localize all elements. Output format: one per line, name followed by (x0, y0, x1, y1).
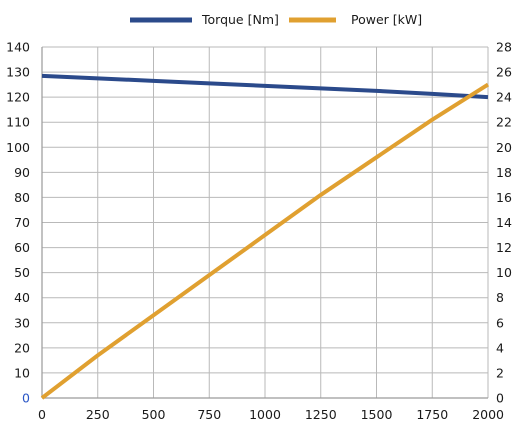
y-left-tick-label: 80 (14, 190, 30, 205)
y-right-tick-label: 12 (496, 240, 512, 255)
y-left-tick-label: 40 (14, 290, 30, 305)
x-tick-label: 1000 (249, 407, 281, 422)
y-left-tick-label: 10 (14, 365, 30, 380)
y-right-tick-label: 26 (496, 65, 512, 80)
y-right-tick-label: 10 (496, 265, 512, 280)
x-tick-label: 2000 (472, 407, 504, 422)
y-left-tick-label: 60 (14, 240, 30, 255)
y-left-tick-label: 100 (6, 140, 30, 155)
y-right-tick-label: 16 (496, 190, 512, 205)
x-tick-label: 750 (197, 407, 221, 422)
y-left-tick-label: 90 (14, 165, 30, 180)
x-tick-label: 1250 (305, 407, 337, 422)
y-right-tick-label: 2 (496, 365, 504, 380)
y-right-tick-label: 14 (496, 215, 512, 230)
y-right-tick-label: 28 (496, 40, 512, 55)
y-left-tick-label: 120 (6, 90, 30, 105)
y-left-tick-label: 130 (6, 65, 30, 80)
y-left-tick-label: 0 (22, 391, 30, 406)
y-left-tick-label: 20 (14, 340, 30, 355)
x-tick-label: 0 (38, 407, 46, 422)
y-left-tick-label: 50 (14, 265, 30, 280)
y-right-tick-label: 4 (496, 340, 504, 355)
y-left-tick-label: 140 (6, 40, 30, 55)
y-right-tick-label: 22 (496, 115, 512, 130)
y-right-tick-label: 24 (496, 90, 512, 105)
y-left-tick-labels: 0 10 20 30 40 50 60 70 80 90 100 110 120 130 140 (6, 40, 30, 406)
y-right-tick-label: 20 (496, 140, 512, 155)
legend: Torque [Nm] Power [kW] (130, 12, 422, 27)
y-right-tick-label: 6 (496, 315, 504, 330)
x-tick-label: 250 (86, 407, 110, 422)
y-right-tick-label: 18 (496, 165, 512, 180)
x-tick-label: 1500 (361, 407, 393, 422)
x-tick-label: 500 (142, 407, 166, 422)
legend-label-power: Power [kW] (351, 12, 422, 27)
y-right-tick-label: 0 (496, 391, 504, 406)
x-tick-label: 1750 (416, 407, 448, 422)
x-tick-labels: 0 250 500 750 1000 1250 1500 1750 2000 (38, 407, 504, 422)
y-right-tick-label: 8 (496, 290, 504, 305)
y-left-tick-label: 30 (14, 315, 30, 330)
legend-label-torque: Torque [Nm] (201, 12, 279, 27)
y-left-tick-label: 110 (6, 115, 30, 130)
y-left-tick-label: 70 (14, 215, 30, 230)
